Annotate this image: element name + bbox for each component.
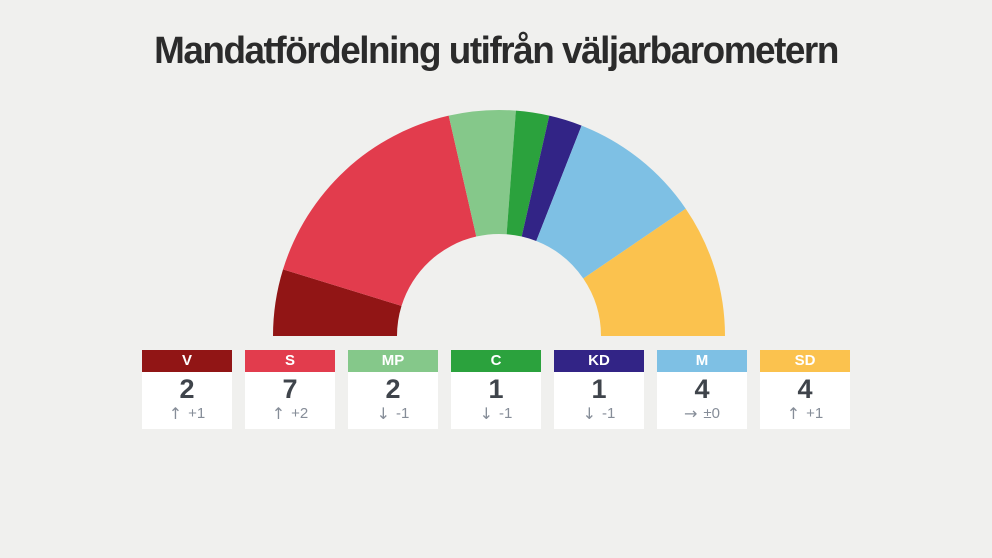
- legend-change-row: ↓ -1: [348, 405, 438, 429]
- legend-change: -1: [602, 405, 616, 422]
- trend-unchanged-arrow-icon: →: [684, 404, 698, 423]
- legend-seats: 1: [488, 374, 504, 404]
- legend-change: +1: [188, 405, 206, 422]
- legend-party-label: MP: [381, 352, 405, 369]
- legend-card-C: C 1 ↓ -1: [451, 350, 541, 429]
- legend-card-SD: SD 4 ↑ +1: [760, 350, 850, 429]
- legend-party-label: KD: [588, 352, 610, 369]
- legend-card-V: V 2 ↑ +1: [142, 350, 232, 429]
- legend-party-header: S: [245, 350, 335, 372]
- legend-party-header: C: [451, 350, 541, 372]
- legend-seats: 2: [385, 374, 401, 404]
- legend-change: -1: [396, 405, 410, 422]
- legend-card-S: S 7 ↑ +2: [245, 350, 335, 429]
- trend-up-arrow-icon: ↑: [168, 404, 183, 423]
- legend-seats: 4: [797, 374, 813, 404]
- legend-change-row: ↓ -1: [451, 405, 541, 429]
- legend-change: -1: [499, 405, 513, 422]
- trend-down-arrow-icon: ↓: [376, 404, 391, 423]
- legend-seats: 2: [179, 374, 195, 404]
- legend-change-row: ↓ -1: [554, 405, 644, 429]
- legend-change-row: ↑ +1: [760, 405, 850, 429]
- legend-change: ±0: [703, 405, 720, 422]
- legend-party-label: SD: [794, 352, 816, 369]
- legend-party-label: S: [284, 352, 295, 369]
- legend-change-row: ↑ +1: [142, 405, 232, 429]
- arch-segment-S: [283, 115, 477, 306]
- legend-party-label: V: [181, 352, 192, 369]
- arch-segment-V: [273, 269, 402, 336]
- legend-change-row: ↑ +2: [245, 405, 335, 429]
- arch-segment-C: [506, 110, 550, 237]
- arch-segment-M: [536, 125, 686, 279]
- arch-segment-SD: [583, 208, 725, 336]
- legend-seats: 7: [282, 374, 298, 404]
- trend-down-arrow-icon: ↓: [582, 404, 597, 423]
- seat-arch: [273, 109, 725, 336]
- legend-party-header: SD: [760, 350, 850, 372]
- legend-card-KD: KD 1 ↓ -1: [554, 350, 644, 429]
- legend-party-header: M: [657, 350, 747, 372]
- legend-card-M: M 4 → ±0: [657, 350, 747, 429]
- legend-party-header: KD: [554, 350, 644, 372]
- arch-segment-KD: [521, 115, 582, 242]
- legend-seats: 1: [591, 374, 607, 404]
- trend-up-arrow-icon: ↑: [786, 404, 801, 423]
- legend-party-header: V: [142, 350, 232, 372]
- legend-change-row: → ±0: [657, 405, 747, 429]
- legend-party-header: MP: [348, 350, 438, 372]
- trend-down-arrow-icon: ↓: [479, 404, 494, 423]
- seat-arch-container: [269, 106, 729, 338]
- legend-change: +1: [806, 405, 824, 422]
- trend-up-arrow-icon: ↑: [271, 404, 286, 423]
- legend-card-MP: MP 2 ↓ -1: [348, 350, 438, 429]
- legend-seats: 4: [694, 374, 710, 404]
- legend-party-label: C: [490, 352, 502, 369]
- legend-party-label: M: [695, 352, 709, 369]
- legend-change: +2: [291, 405, 309, 422]
- page-title: Mandatfördelning utifrån väljarbarometer…: [154, 30, 839, 72]
- legend: V 2 ↑ +1 S 7 ↑ +2 MP 2 ↓: [0, 350, 992, 429]
- arch-segment-MP: [448, 109, 516, 237]
